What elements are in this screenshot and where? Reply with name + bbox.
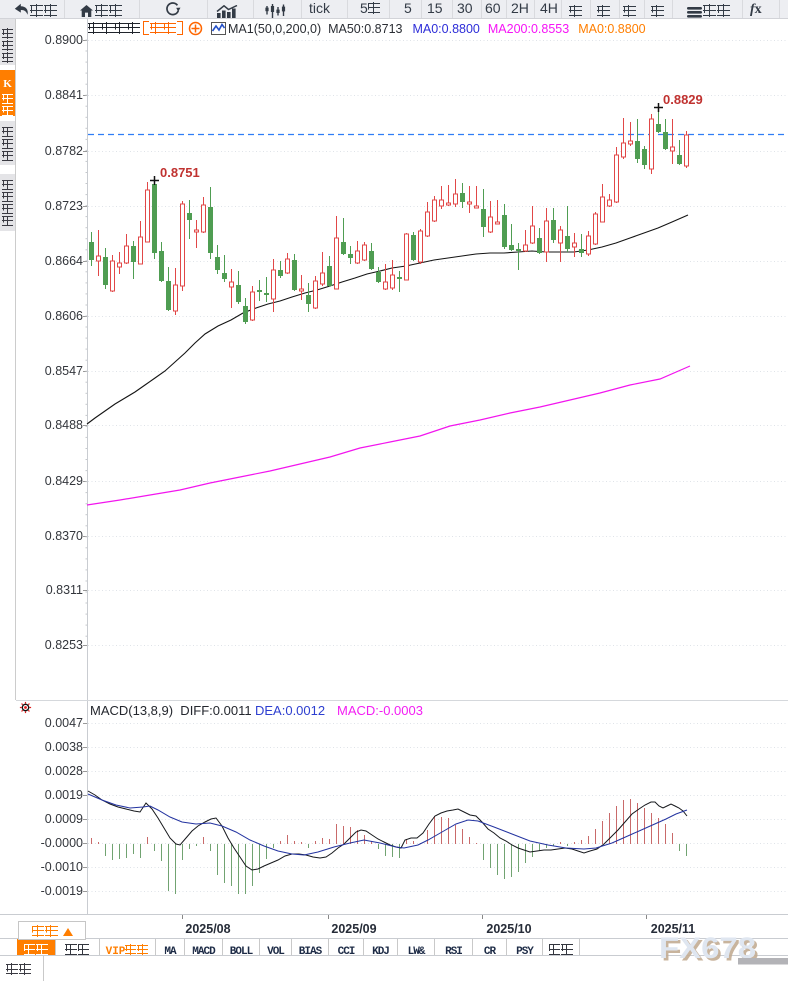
svg-text:0.8900: 0.8900 xyxy=(45,33,83,47)
svg-text:0.8841: 0.8841 xyxy=(45,88,83,102)
svg-text:0.8547: 0.8547 xyxy=(45,364,83,378)
svg-text:0.8664: 0.8664 xyxy=(45,254,83,268)
svg-text:0.8829: 0.8829 xyxy=(663,92,703,107)
svg-text:MACD:-0.0003: MACD:-0.0003 xyxy=(337,703,423,718)
svg-text:-0.0019: -0.0019 xyxy=(41,884,83,898)
svg-text:0.8253: 0.8253 xyxy=(45,638,83,652)
svg-text:0.8782: 0.8782 xyxy=(45,144,83,158)
svg-text:0.8723: 0.8723 xyxy=(45,199,83,213)
svg-text:2025/11: 2025/11 xyxy=(651,922,696,936)
svg-text:DEA:0.0012: DEA:0.0012 xyxy=(255,703,325,718)
svg-text:0.0047: 0.0047 xyxy=(45,716,83,730)
svg-text:0.8370: 0.8370 xyxy=(45,529,83,543)
svg-text:MACD(13,8,9) DIFF:0.0011: MACD(13,8,9) DIFF:0.0011 xyxy=(90,703,252,718)
svg-text:2025/08: 2025/08 xyxy=(185,922,230,936)
svg-text:0.8311: 0.8311 xyxy=(46,583,83,597)
svg-text:0.8429: 0.8429 xyxy=(45,474,83,488)
svg-text:0.0038: 0.0038 xyxy=(45,740,83,754)
svg-text:0.0009: 0.0009 xyxy=(45,812,83,826)
svg-text:0.8488: 0.8488 xyxy=(45,418,83,432)
svg-text:-0.0000: -0.0000 xyxy=(41,836,83,850)
svg-text:0.8606: 0.8606 xyxy=(45,309,83,323)
svg-text:2025/10: 2025/10 xyxy=(486,922,531,936)
svg-text:0.8751: 0.8751 xyxy=(160,165,200,180)
svg-text:0.0019: 0.0019 xyxy=(45,788,83,802)
svg-text:0.0028: 0.0028 xyxy=(45,764,83,778)
svg-text:-0.0010: -0.0010 xyxy=(41,860,83,874)
svg-text:2025/09: 2025/09 xyxy=(331,922,376,936)
